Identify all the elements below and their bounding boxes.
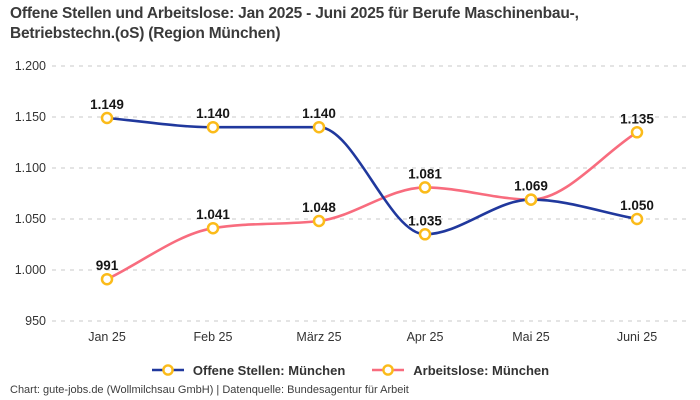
series-line-offene-stellen-m-nchen [105,116,639,236]
data-point-marker[interactable] [312,214,326,228]
data-point-marker[interactable] [630,212,644,226]
x-tick-label: Jan 25 [88,330,126,344]
chart-title: Offene Stellen und Arbeitslose: Jan 2025… [10,5,579,42]
x-tick-label: Mai 25 [512,330,550,344]
y-tick-label: 1.200 [15,59,46,73]
data-point-label: 1.135 [620,111,654,126]
x-tick-label: März 25 [296,330,341,344]
data-point-label: 1.149 [90,97,124,112]
data-point-label: 1.050 [620,198,654,213]
data-point-label: 1.041 [196,207,230,222]
data-point-marker[interactable] [418,181,432,194]
legend-item-offene-stellen[interactable]: Offene Stellen: München [151,363,345,378]
legend-line-marker-icon [151,364,184,376]
y-tick-label: 950 [25,314,46,328]
legend-label-arbeitslose: Arbeitslose: München [413,362,550,378]
data-point-marker[interactable] [630,126,644,139]
data-point-marker[interactable] [312,120,326,134]
data-point-label: 1.035 [408,213,442,228]
data-point-label: 1.140 [302,106,336,121]
line-chart-plot: 950 1.000 1.050 1.100 1.150 1.200 Jan 25 Feb 25… [15,59,686,344]
y-tick-label: 1.000 [15,263,46,277]
data-point-label: 1.069 [514,179,548,194]
chart-source-note: Chart: gute-jobs.de (Wollmilchsau GmbH) … [10,384,409,396]
y-tick-label: 1.150 [15,110,46,124]
data-point-marker[interactable] [418,228,432,241]
series-line-arbeitslose-m-nchen [105,131,639,281]
x-tick-label: Apr 25 [407,330,444,344]
data-point-label: 1.048 [302,200,336,215]
legend-line-marker-icon [372,364,405,376]
chart-legend: Offene Stellen: München Arbeitslose: Mün… [0,358,700,382]
x-tick-label: Feb 25 [194,330,233,344]
x-tick-label: Juni 25 [617,330,657,344]
y-tick-label: 1.050 [15,212,46,226]
data-point-marker[interactable] [206,221,220,235]
data-point-marker[interactable] [206,120,220,134]
data-point-marker[interactable] [100,272,114,286]
data-point-marker[interactable] [100,111,114,125]
data-point-label: 1.081 [408,166,442,181]
data-point-marker[interactable] [524,193,538,206]
legend-item-arbeitslose[interactable]: Arbeitslose: München [371,363,549,378]
legend-label-offene-stellen: Offene Stellen: München [192,362,346,378]
data-point-label: 1.140 [196,106,230,121]
y-tick-label: 1.100 [15,161,46,175]
data-point-label: 991 [96,258,119,273]
